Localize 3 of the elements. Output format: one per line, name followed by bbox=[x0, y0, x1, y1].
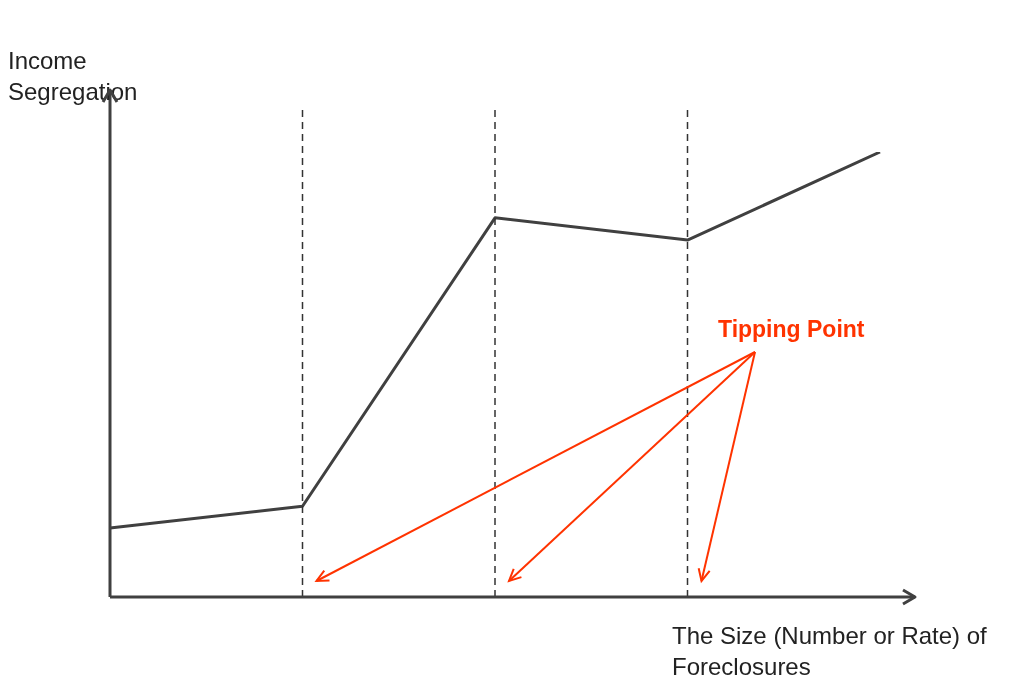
annotation: Tipping Point bbox=[718, 316, 865, 343]
x-axis-title: The Size (Number or Rate) of Foreclosures bbox=[672, 621, 988, 682]
y-axis-title: Income Segregation bbox=[8, 46, 139, 107]
